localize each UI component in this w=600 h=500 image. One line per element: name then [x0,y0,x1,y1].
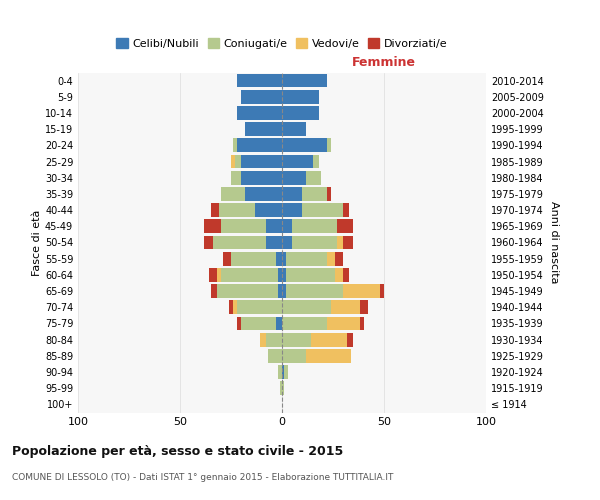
Bar [337,236,343,250]
Bar [282,349,307,362]
Bar [245,187,282,201]
Bar [276,316,282,330]
Bar [282,74,327,88]
Bar [237,138,282,152]
Bar [292,220,337,233]
Bar [327,187,331,201]
Bar [212,236,266,250]
Bar [209,268,217,282]
Bar [260,333,266,346]
Text: Popolazione per età, sesso e stato civile - 2015: Popolazione per età, sesso e stato civil… [12,445,343,458]
Bar [282,382,284,395]
Bar [211,203,219,217]
Bar [282,252,286,266]
Bar [327,316,359,330]
Bar [278,365,282,379]
Bar [282,154,313,168]
Bar [231,171,241,184]
Bar [343,284,380,298]
Bar [245,122,282,136]
Bar [282,316,327,330]
Bar [231,154,235,168]
Bar [223,252,231,266]
Bar [284,365,288,379]
Bar [282,90,319,104]
Legend: Celibi/Nubili, Coniugati/e, Vedovi/e, Divorziati/e: Celibi/Nubili, Coniugati/e, Vedovi/e, Di… [112,34,452,53]
Bar [343,236,353,250]
Bar [282,220,292,233]
Bar [282,333,311,346]
Bar [380,284,384,298]
Bar [282,187,302,201]
Bar [280,382,282,395]
Bar [282,284,286,298]
Bar [282,300,331,314]
Bar [205,236,212,250]
Bar [282,236,292,250]
Bar [266,236,282,250]
Bar [276,252,282,266]
Bar [359,316,364,330]
Bar [282,203,302,217]
Bar [359,300,368,314]
Bar [335,252,343,266]
Bar [241,171,282,184]
Y-axis label: Fasce di età: Fasce di età [32,210,42,276]
Bar [217,268,221,282]
Bar [286,284,343,298]
Bar [302,187,327,201]
Bar [268,349,282,362]
Bar [331,300,359,314]
Bar [217,284,278,298]
Bar [347,333,353,346]
Bar [235,154,241,168]
Bar [233,300,237,314]
Bar [343,203,349,217]
Bar [282,138,327,152]
Bar [241,90,282,104]
Bar [282,365,284,379]
Bar [237,316,241,330]
Bar [327,252,335,266]
Bar [237,74,282,88]
Bar [278,284,282,298]
Bar [266,220,282,233]
Bar [311,333,347,346]
Bar [282,268,286,282]
Bar [286,252,327,266]
Bar [229,300,233,314]
Bar [219,203,256,217]
Text: Femmine: Femmine [352,56,416,69]
Bar [231,252,276,266]
Bar [241,154,282,168]
Bar [211,284,217,298]
Bar [343,268,349,282]
Bar [313,154,319,168]
Bar [256,203,282,217]
Bar [233,138,237,152]
Bar [327,138,331,152]
Bar [307,349,352,362]
Bar [282,122,307,136]
Bar [292,236,337,250]
Bar [302,203,343,217]
Text: COMUNE DI LESSOLO (TO) - Dati ISTAT 1° gennaio 2015 - Elaborazione TUTTITALIA.IT: COMUNE DI LESSOLO (TO) - Dati ISTAT 1° g… [12,472,394,482]
Bar [335,268,343,282]
Bar [221,187,245,201]
Bar [307,171,321,184]
Bar [221,268,278,282]
Bar [282,171,307,184]
Y-axis label: Anni di nascita: Anni di nascita [549,201,559,283]
Bar [282,106,319,120]
Bar [337,220,353,233]
Bar [221,220,266,233]
Bar [237,300,282,314]
Bar [286,268,335,282]
Bar [278,268,282,282]
Bar [241,316,276,330]
Bar [237,106,282,120]
Bar [266,333,282,346]
Bar [205,220,221,233]
